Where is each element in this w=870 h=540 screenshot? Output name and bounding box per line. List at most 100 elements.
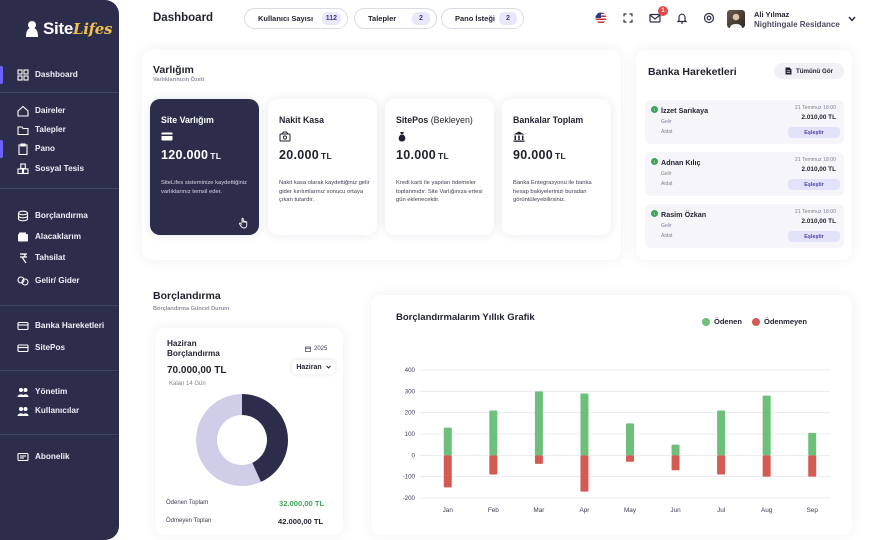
chevron-down-icon[interactable] <box>848 16 856 22</box>
asset-card-title: Nakit Kasa <box>279 115 324 125</box>
sidebar-item-kullanicilar[interactable]: Kullanıcılar <box>0 402 119 420</box>
sidebar-item-label: Yönetim <box>35 387 68 396</box>
transaction-category: Aidat <box>661 233 673 239</box>
sidebar-item-alacaklarim[interactable]: Alacaklarım <box>0 228 119 246</box>
document-icon <box>785 67 792 75</box>
income-arrow-icon: ↓ <box>651 158 658 165</box>
asset-card-site-varligim[interactable]: Site Varlığım 120.000 TL SiteLifes sistem… <box>150 99 259 235</box>
sidebar-item-talepler[interactable]: Talepler <box>0 121 119 139</box>
pill-talepler[interactable]: Talepler 2 <box>354 8 437 29</box>
bar-unpaid <box>489 455 498 475</box>
sidebar-divider <box>0 188 119 189</box>
cash-register-icon <box>279 131 291 142</box>
legend-unpaid-swatch <box>752 317 760 326</box>
sidebar-item-banka-hareketleri[interactable]: Banka Hareketleri <box>0 317 119 335</box>
bar-unpaid <box>443 455 452 488</box>
sidebar-item-daireler[interactable]: Daireler <box>0 102 119 120</box>
asset-card-title: Site Varlığım <box>161 115 214 125</box>
x-tick-label: Mar <box>533 507 545 514</box>
asset-card-bankalar-toplam[interactable]: Bankalar Toplam 90.000 TL Banka Entegrasy… <box>502 99 611 235</box>
bar-paid <box>717 410 726 456</box>
sidebar-item-label: SitePos <box>35 343 66 352</box>
match-button[interactable]: Eşleştir <box>788 231 840 242</box>
pill-label: Kullanıcı Sayısı <box>258 14 314 23</box>
pos-icon <box>17 344 29 353</box>
asset-card-sitepos[interactable]: SitePos (Bekleyen) 10.000 TL Kredi kartı … <box>385 99 494 235</box>
pill-pano-istegi[interactable]: Pano İsteği 2 <box>441 8 524 29</box>
bar-paid <box>534 391 543 456</box>
pill-count: 112 <box>321 12 341 25</box>
sidebar-item-tahsilat[interactable]: Tahsilat <box>0 249 119 267</box>
sidebar-item-pano[interactable]: Pano <box>0 140 119 158</box>
days-left: Kalan 14 Gün <box>169 381 206 387</box>
match-button[interactable]: Eşleştir <box>788 127 840 138</box>
user-name: Ali Yılmaz <box>754 10 790 19</box>
sidebar-item-yonetim[interactable]: Yönetim <box>0 383 119 401</box>
bar-unpaid <box>580 455 589 492</box>
avatar-person-icon <box>730 13 742 28</box>
transaction-date: 21 Temmuz 18:00 <box>794 157 836 163</box>
sidebar-item-sitepos[interactable]: SitePos <box>0 339 119 357</box>
debt-amount: 70.000,00 TL <box>167 365 227 376</box>
us-flag-icon[interactable] <box>594 11 608 25</box>
sidebar-item-sosyal-tesis[interactable]: Sosyal Tesis <box>0 160 119 178</box>
clipboard-icon <box>18 143 28 155</box>
sidebar: SiteLifes Dashboard Daireler Talepler Pa… <box>0 0 119 540</box>
month-select-value: Haziran <box>296 363 322 371</box>
brand-logo[interactable]: SiteLifes <box>24 14 112 44</box>
user-group-icon <box>17 407 29 416</box>
bar-paid <box>762 395 771 456</box>
page-title: Dashboard <box>153 12 214 24</box>
y-tick-label: -200 <box>403 495 416 502</box>
bank-transaction-item[interactable]: ↓ Rasim Özkan 21 Temmuz 18:00 2.010,00 T… <box>645 204 844 248</box>
legend-unpaid-label: Ödenmeyen <box>764 317 807 326</box>
donut-unpaid-segment <box>196 394 261 486</box>
sidebar-divider <box>0 434 119 435</box>
paid-total-value: 32.000,00 TL <box>279 499 325 508</box>
user-avatar[interactable] <box>727 10 745 28</box>
see-all-button[interactable]: Tümünü Gör <box>774 63 844 79</box>
asset-card-amount: 90.000 TL <box>513 148 567 162</box>
wallet-icon <box>18 232 28 242</box>
sidebar-item-dashboard[interactable]: Dashboard <box>0 66 119 84</box>
bank-transaction-item[interactable]: ↓ İzzet Sarıkaya 21 Temmuz 18:00 2.010,0… <box>645 100 844 144</box>
sidebar-item-label: Daireler <box>35 106 66 115</box>
users-icon <box>17 388 29 397</box>
month-select[interactable]: Haziran <box>292 360 335 374</box>
x-tick-label: Feb <box>488 507 499 514</box>
year-badge[interactable]: 2025 <box>305 343 327 354</box>
income-arrow-icon: ↓ <box>651 210 658 217</box>
fullscreen-icon[interactable] <box>621 11 635 25</box>
hand-pointer-icon <box>238 217 248 229</box>
sidebar-item-label: Pano <box>35 144 56 153</box>
x-tick-label: Jan <box>443 507 454 514</box>
pill-kullanici-sayisi[interactable]: Kullanıcı Sayısı 112 <box>244 8 348 29</box>
user-site-name: Nightingale Residance <box>754 20 840 29</box>
bar-paid <box>626 423 634 456</box>
legend-paid-swatch <box>702 317 710 326</box>
tahsilat-icon <box>20 253 27 264</box>
match-button[interactable]: Eşleştir <box>788 179 840 190</box>
bank-transaction-item[interactable]: ↓ Adnan Kılıç 21 Temmuz 18:00 2.010,00 T… <box>645 152 844 196</box>
sidebar-item-borclandirma[interactable]: Borçlandırma <box>0 207 119 225</box>
sidebar-item-label: Sosyal Tesis <box>35 164 85 173</box>
bank-building-icon <box>513 131 525 142</box>
asset-card-title: Bankalar Toplam <box>513 115 584 125</box>
mail-icon[interactable] <box>648 11 662 25</box>
asset-card-amount: 120.000 TL <box>161 148 222 162</box>
sidebar-item-gelir-gider[interactable]: Gelir/ Gider <box>0 272 119 290</box>
bar-paid <box>489 410 498 456</box>
debt-donut-chart <box>196 394 288 486</box>
coins-icon <box>17 210 29 222</box>
legend-paid[interactable]: Ödenen <box>702 317 742 326</box>
bell-icon[interactable] <box>675 11 689 25</box>
settings-gear-icon[interactable] <box>702 11 716 25</box>
transaction-name: Rasim Özkan <box>661 210 707 219</box>
asset-card-nakit-kasa[interactable]: Nakit Kasa 20.000 TL Nakit kasa olarak ka… <box>268 99 377 235</box>
sidebar-divider <box>0 305 119 306</box>
income-arrow-icon: ↓ <box>651 106 658 113</box>
sidebar-item-label: Talepler <box>35 125 66 134</box>
legend-unpaid[interactable]: Ödenmeyen <box>752 317 807 326</box>
y-tick-label: 200 <box>405 410 416 417</box>
sidebar-item-abonelik[interactable]: Abonelik <box>0 448 119 466</box>
